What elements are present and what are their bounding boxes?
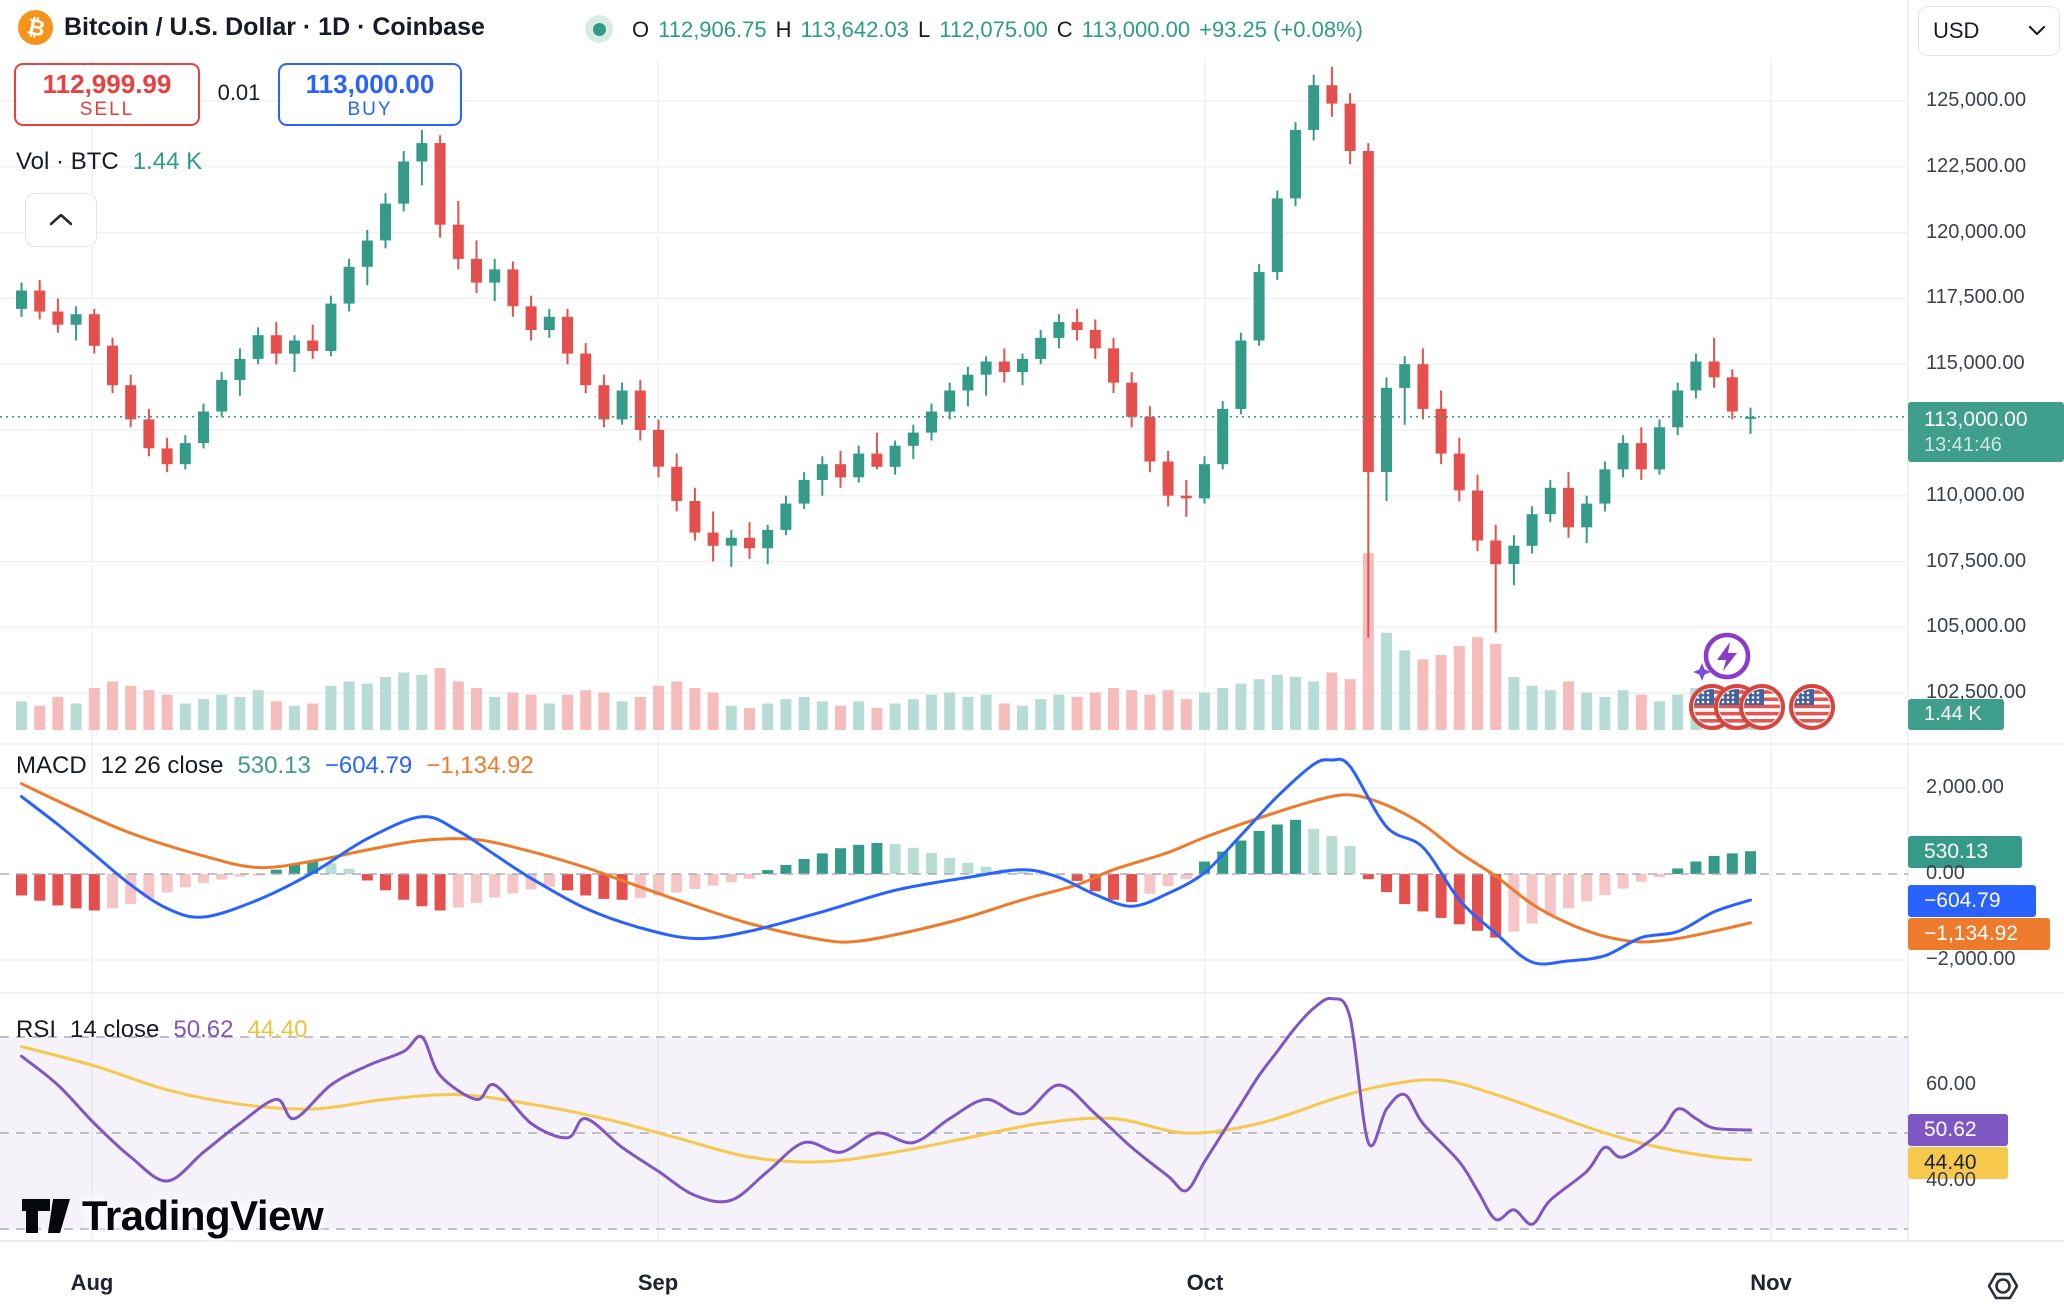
axis-tick-label: 107,500.00 [1926,549,2027,572]
sell-button[interactable]: 112,999.99 SELL [14,63,200,126]
axis-tick-label: 120,000.00 [1926,220,2027,243]
time-axis-label-sep: Sep [637,1270,679,1295]
high-value: 113,642.03 [800,17,909,42]
volume-axis-badge: 1.44 K [1908,699,2004,730]
rsi-title: RSI [16,1016,57,1043]
rsi-ma-badge: 44.40 [1908,1147,2008,1179]
rsi-ma-value: 44.40 [247,1016,308,1043]
axis-tick-label: 2,000.00 [1926,776,2004,798]
buy-label: BUY [347,98,393,120]
market-status-icon[interactable] [585,15,613,43]
axis-tick-label: 110,000.00 [1926,483,2025,506]
sell-price: 112,999.99 [42,68,172,99]
rsi-value: 50.62 [173,1016,234,1043]
last-price-value: 113,000.00 [1924,408,2028,431]
rsi-params: 14 close [70,1016,160,1043]
currency-selector[interactable]: USD [1918,6,2060,56]
spread-value: 0.01 [217,80,261,105]
tradingview-logo-icon [22,1199,70,1233]
close-label: C [1056,17,1073,42]
bitcoin-logo-icon: ₿ [18,10,53,45]
open-label: O [632,17,650,42]
last-price-badge: 113,000.00 13:41:46 [1908,402,2064,462]
time-axis-label-aug: Aug [70,1270,114,1295]
lightning-icon [1693,632,1751,681]
macd-line-value: −604.79 [324,752,413,779]
high-label: H [775,17,792,42]
flash-event-icon[interactable] [1692,629,1758,696]
open-value: 112,906.75 [658,17,767,42]
btc-glyph: ₿ [24,13,47,43]
axis-tick-label: 102,500.00 [1926,681,2027,704]
axis-tick-label: 105,000.00 [1926,615,2027,638]
buy-price: 113,000.00 [305,68,435,99]
macd-title: MACD [16,752,87,779]
volume-indicator-row: Vol · BTC 1.44 K [16,148,202,176]
sell-label: SELL [79,98,135,120]
axis-tick-label: 125,000.00 [1926,89,2027,111]
close-value: 113,000.00 [1081,17,1191,42]
macd-legend[interactable]: MACD 12 26 close 530.13 −604.79 −1,134.9… [16,752,534,780]
macd-signal-badge: −1,134.92 [1908,918,2050,950]
watermark-text: TradingView [82,1192,324,1239]
rsi-legend[interactable]: RSI 14 close 50.62 44.40 [16,1016,308,1044]
macd-signal-value: −1,134.92 [426,752,534,779]
axis-tick-label: 40.00 [1926,1169,1977,1191]
axis-tick-label: 117,500.00 [1926,286,2025,309]
macd-hist-value: 530.13 [237,752,311,779]
currency-value: USD [1933,18,1980,43]
low-value: 112,075.00 [939,17,1048,42]
volume-label: Vol · BTC [16,148,119,175]
economic-events-icons[interactable] [1686,681,1852,738]
rsi-value-badge: 50.62 [1908,1114,2008,1146]
hexagon-settings-icon [1987,1272,2019,1300]
chevron-up-icon [50,214,72,226]
ohlc-row: O 112,906.75 H 113,642.03 L 112,075.00 C… [632,17,1363,43]
us-flag-icons [1686,681,1852,733]
collapse-button[interactable] [25,193,97,247]
time-axis-label-nov: Nov [1750,1270,1792,1295]
macd-params: 12 26 close [100,752,224,779]
low-label: L [917,17,931,42]
time-axis-label-oct: Oct [1186,1270,1224,1295]
axis-tick-label: 0.00 [1926,862,1965,884]
axis-tick-label: 60.00 [1926,1073,1977,1095]
volume-value: 1.44 K [132,148,203,175]
chevron-down-icon [2029,26,2045,36]
macd-hist-badge: 530.13 [1908,836,2022,868]
change-value: +93.25 (+0.08%) [1199,17,1363,42]
axis-tick-label: 115,000.00 [1926,352,2025,375]
symbol-title[interactable]: Bitcoin / U.S. Dollar · 1D · Coinbase [64,13,485,41]
tradingview-watermark[interactable]: TradingView [20,1192,324,1240]
settings-button[interactable] [1975,1263,2031,1308]
buy-button[interactable]: 113,000.00 BUY [278,63,462,126]
macd-line-badge: −604.79 [1908,885,2036,917]
axis-tick-label: −2,000.00 [1926,948,2016,970]
last-price-countdown: 13:41:46 [1924,434,2002,456]
axis-tick-label: 122,500.00 [1926,154,2027,177]
